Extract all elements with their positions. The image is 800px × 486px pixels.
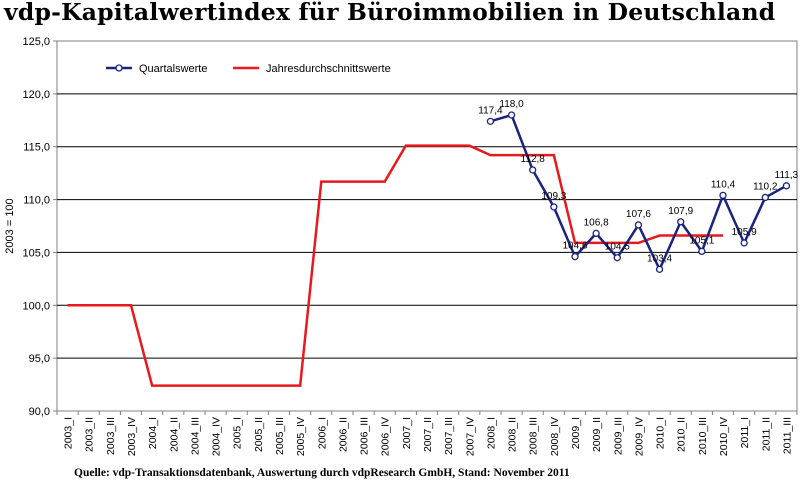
data-point-quartal [486, 117, 495, 125]
y-tick-label: 125,0 [22, 36, 50, 48]
data-point-quartal [507, 111, 516, 119]
data-point-quartal [698, 247, 706, 256]
y-tick-label: 90,0 [29, 406, 50, 418]
x-tick-label: 2006_II [337, 417, 349, 452]
x-tick-label: 2011_III [781, 417, 793, 454]
x-tick-label: 2003_II [84, 417, 96, 452]
data-point-quartal [655, 265, 664, 273]
x-tick-label: 2011_I [739, 417, 751, 448]
x-tick-label: 2006_III [359, 417, 371, 455]
y-axis-ticks: 90,0 95,0 100,0 105,0 110,0 115,0 120,0 125,0 [22, 36, 57, 418]
plot-area [56, 40, 798, 412]
data-point-quartal [634, 221, 643, 229]
y-tick-label: 100,0 [22, 300, 50, 312]
x-tick-label: 2004_II [168, 417, 180, 452]
chart-title: vdp-Kapitalwertindex für Büroimmobilien … [4, 0, 776, 26]
x-tick-label: 2009_IV [633, 417, 645, 456]
x-tick-label: 2008_I [485, 417, 497, 449]
series-line-jahres [67, 144, 723, 387]
data-label-quartal: 105,9 [732, 227, 757, 238]
x-tick-label: 2005_I [232, 417, 244, 449]
x-tick-label: 2007_II [422, 417, 434, 452]
data-label-quartal: 118,0 [499, 99, 524, 110]
data-point-quartal [592, 229, 600, 238]
gridlines [57, 93, 797, 359]
data-point-quartal [782, 182, 791, 190]
x-tick-label: 2007_III [443, 417, 455, 455]
data-point-quartal [719, 191, 727, 199]
data-point-quartal [613, 254, 621, 262]
data-label-quartal: 106,8 [584, 217, 609, 228]
x-tick-label: 2007_I [401, 417, 413, 449]
x-tick-label: 2010_IV [718, 417, 730, 456]
legend-jahres-label: Jahresdurchschnittswerte [266, 63, 391, 75]
data-label-quartal: 107,6 [626, 209, 651, 220]
y-tick-label: 120,0 [22, 89, 50, 101]
y-axis-label: 2003 = 100 [4, 198, 16, 253]
data-point-quartal [740, 239, 748, 247]
x-tick-label: 2006_I [316, 417, 328, 449]
data-label-quartal: 105,1 [689, 235, 714, 246]
x-tick-label: 2004_IV [211, 417, 223, 456]
x-tick-label: 2008_IV [549, 417, 561, 456]
x-tick-label: 2005_IV [295, 417, 307, 456]
x-tick-label: 2003_III [105, 417, 117, 455]
legend-quartal-label: Quartalswerte [139, 63, 207, 75]
x-tick-label: 2010_II [676, 417, 688, 452]
data-label-quartal: 110,4 [711, 179, 736, 190]
x-tick-label: 2004_III [189, 417, 201, 455]
x-tick-label: 2009_I [570, 417, 582, 449]
x-tick-label: 2009_II [591, 417, 603, 452]
source-note: Quelle: vdp-Transaktionsdatenbank, Auswe… [74, 467, 570, 479]
y-tick-label: 110,0 [23, 195, 50, 207]
legend: Quartalswerte Jahresdurchschnittswerte [106, 63, 391, 75]
data-point-quartal [571, 253, 579, 261]
x-axis-ticks: 2003_I 2003_II 2003_III 2003_IV 2004_I 2004_I… [56, 411, 798, 456]
data-label-quartal: 111,3 [775, 170, 799, 181]
data-label-quartal: 107,9 [668, 206, 693, 217]
data-label-quartal: 109,3 [541, 191, 566, 202]
data-label-quartal: 104,5 [605, 242, 630, 253]
data-point-quartal [761, 193, 769, 202]
x-tick-label: 2008_III [528, 417, 540, 455]
y-tick-label: 115,0 [23, 142, 50, 154]
x-tick-label: 2008_II [507, 417, 519, 452]
data-label-quartal: 117,4 [478, 105, 503, 116]
series-jahresdurchschnittswerte [67, 144, 723, 387]
data-point-quartal [677, 218, 685, 226]
x-tick-label: 2011_II [760, 417, 772, 451]
x-tick-label: 2007_IV [464, 417, 476, 456]
x-tick-label: 2004_I [147, 417, 159, 449]
x-tick-label: 2005_III [274, 417, 286, 455]
x-tick-label: 2005_II [253, 417, 265, 452]
data-label-quartal: 104,6 [562, 241, 587, 252]
data-label-quartal: 110,2 [753, 181, 778, 192]
x-tick-label: 2003_I [63, 417, 75, 449]
x-tick-label: 2006_IV [380, 417, 392, 456]
y-tick-label: 95,0 [29, 353, 50, 365]
data-point-quartal [550, 203, 558, 211]
data-label-quartal: 103,4 [647, 253, 672, 264]
series-quartalswerte [486, 111, 791, 273]
data-label-quartal: 112,8 [521, 154, 546, 165]
x-tick-label: 2010_III [697, 417, 709, 455]
legend-quartal-marker [115, 64, 123, 72]
x-tick-label: 2003_IV [126, 417, 138, 456]
x-tick-label: 2010_I [655, 417, 667, 449]
x-tick-label: 2009_III [612, 417, 624, 455]
data-point-quartal [529, 166, 537, 174]
y-tick-label: 105,0 [22, 247, 50, 259]
